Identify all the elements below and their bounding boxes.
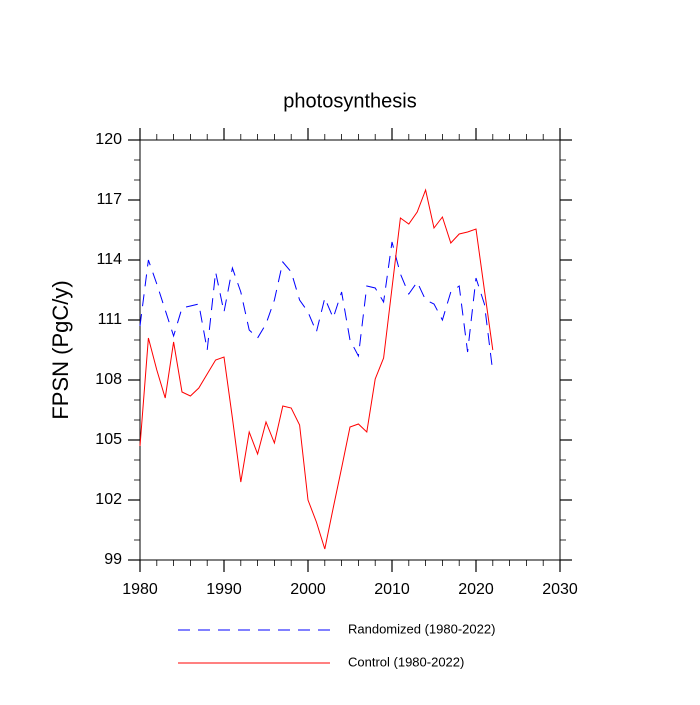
x-tick-label: 1990 [206, 581, 242, 598]
y-tick-label: 120 [95, 131, 122, 148]
y-tick-label: 117 [96, 191, 122, 208]
series-line [139, 188, 494, 550]
y-tick-label: 99 [104, 551, 122, 568]
x-tick-label: 2010 [374, 581, 410, 598]
y-tick-label: 105 [95, 431, 122, 448]
y-tick-label: 114 [96, 251, 122, 268]
y-tick-label: 108 [95, 371, 122, 388]
series-line [139, 241, 494, 373]
legend-label: Control (1980-2022) [348, 654, 464, 669]
x-tick-label: 2000 [290, 581, 326, 598]
y-axis-label: FPSN (PgC/y) [48, 280, 73, 419]
legend-label: Randomized (1980-2022) [348, 621, 495, 636]
x-tick-label: 2030 [542, 581, 578, 598]
x-tick-label: 2020 [458, 581, 494, 598]
y-tick-label: 102 [95, 491, 122, 508]
x-tick-label: 1980 [122, 581, 158, 598]
chart-title: photosynthesis [283, 90, 416, 112]
y-tick-label: 111 [98, 311, 122, 328]
plot-frame [139, 139, 561, 561]
